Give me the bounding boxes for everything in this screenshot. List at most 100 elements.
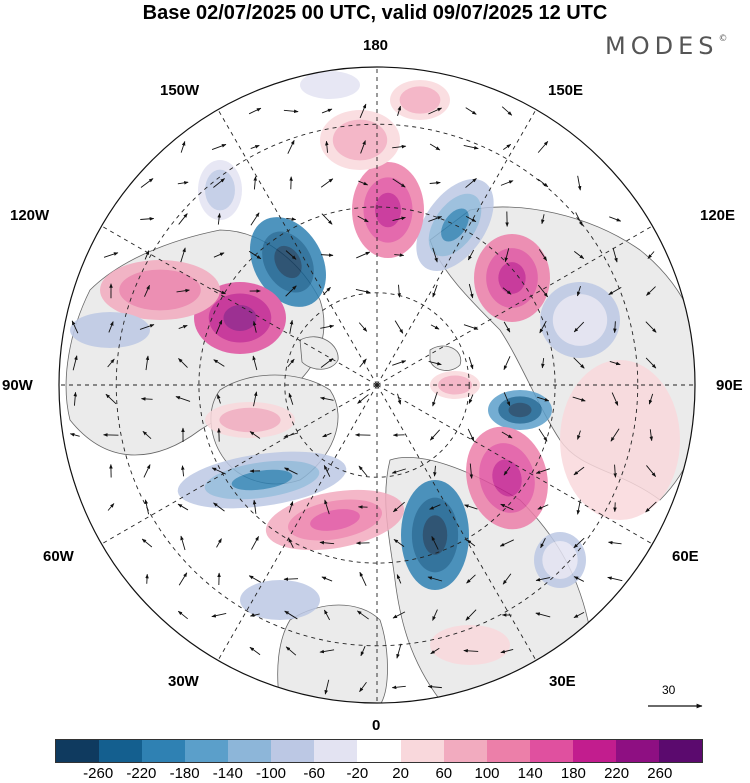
wind-arrow [356, 610, 369, 620]
wind-arrow [503, 466, 511, 476]
wind-arrow [469, 463, 474, 479]
brand-logo: MODES© [605, 32, 727, 60]
anomaly-contour [560, 360, 680, 520]
wind-arrow [465, 215, 477, 223]
wind-arrow [283, 109, 299, 114]
colorbar-tick-label: 220 [604, 765, 630, 782]
anomaly-contour [240, 580, 320, 620]
wind-arrow [178, 572, 188, 586]
colorbar-tick-label: 180 [560, 765, 586, 782]
anomaly-contour [508, 402, 532, 418]
latitude-circle [115, 123, 639, 647]
wind-arrow [252, 355, 258, 371]
wind-arrow [502, 573, 512, 585]
wind-arrow [319, 540, 335, 545]
wind-arrow [538, 249, 548, 261]
wind-arrow [609, 216, 622, 222]
anomaly-contour [492, 459, 522, 497]
wind-arrow [217, 394, 221, 404]
wind-arrow [429, 181, 441, 185]
wind-arrow [141, 538, 153, 548]
wind-arrow [248, 250, 262, 260]
wind-arrow [432, 247, 438, 263]
anomaly-contour [332, 119, 388, 161]
wind-arrow [323, 464, 331, 477]
brand-name: MODES [605, 32, 719, 60]
wind-arrow [213, 252, 225, 258]
wind-arrow [107, 503, 115, 511]
wind-arrow [646, 465, 656, 477]
wind-arrow [468, 283, 474, 299]
anomaly-contour [231, 469, 293, 491]
lon-label-60w: 60W [43, 548, 74, 565]
wind-arrow [359, 358, 367, 368]
wind-arrow [575, 212, 583, 226]
anomaly-contour [542, 540, 578, 580]
wind-arrow [359, 571, 367, 586]
wind-arrow [177, 610, 188, 620]
wind-arrow [284, 467, 298, 475]
anomaly-contour [498, 262, 526, 294]
wind-arrow [358, 180, 369, 186]
wind-arrow [503, 144, 512, 150]
wind-arrow [181, 465, 185, 477]
wind-arrow [357, 215, 369, 223]
wind-arrow [287, 139, 295, 154]
wind-arrow [501, 106, 513, 116]
wind-arrow [464, 504, 478, 510]
wind-arrow [216, 538, 222, 548]
wind-arrow [503, 356, 511, 371]
wind-arrow [140, 178, 154, 188]
wind-arrow [142, 430, 152, 440]
wind-arrow [211, 467, 227, 475]
latitude-circle [284, 292, 470, 478]
lon-label-120w: 120W [10, 207, 50, 224]
wind-arrow [607, 576, 623, 582]
wind-arrow [283, 432, 299, 438]
wind-arrow [393, 501, 405, 513]
lon-label-150w: 150W [160, 82, 200, 99]
colorbar-tick-label: 260 [647, 765, 673, 782]
wind-arrow [500, 503, 514, 511]
wind-arrow [103, 252, 119, 258]
wind-arrow [212, 287, 226, 295]
wind-arrow [576, 499, 581, 515]
anomaly-contour [441, 208, 469, 242]
wind-arrow [535, 577, 551, 582]
wind-arrow [397, 284, 401, 298]
wind-arrow [392, 216, 406, 221]
wind-arrow [177, 181, 189, 185]
wind-arrow [539, 320, 547, 334]
wind-arrow [647, 251, 655, 259]
wind-arrow [612, 247, 618, 263]
colorbar-swatch [400, 740, 444, 762]
wind-arrow [145, 355, 150, 371]
wind-arrow [359, 103, 367, 119]
wind-arrow [573, 576, 585, 582]
wind-arrow [325, 140, 329, 153]
colorbar-swatch [529, 740, 573, 762]
colorbar-swatch [314, 740, 358, 762]
wind-arrow [535, 468, 550, 474]
colorbar-tick-labels: -260 -220 -180 -140 -100 -60 -20 20 60 100 140 180 2… [55, 765, 703, 783]
meridian-line [101, 384, 378, 545]
wind-arrow [71, 320, 79, 334]
lon-label-30w: 30W [168, 673, 199, 690]
colorbar-tick-label: -220 [126, 765, 157, 782]
wind-arrow [249, 646, 261, 656]
wind-arrow [396, 643, 402, 659]
wind-arrow [430, 647, 440, 655]
wind-arrow [249, 613, 260, 617]
wind-arrow [613, 464, 617, 478]
wind-arrow [500, 649, 514, 654]
wind-arrow [322, 432, 332, 438]
wind-arrow [541, 214, 545, 225]
wind-reference-label: 30 [662, 683, 676, 697]
colorbar-swatch [271, 740, 315, 762]
wind-arrow [573, 611, 585, 619]
meridian-line [217, 384, 378, 661]
wind-arrow [144, 250, 150, 260]
wind-arrow [573, 357, 585, 369]
wind-arrow [321, 576, 333, 582]
wind-arrow [392, 360, 407, 366]
